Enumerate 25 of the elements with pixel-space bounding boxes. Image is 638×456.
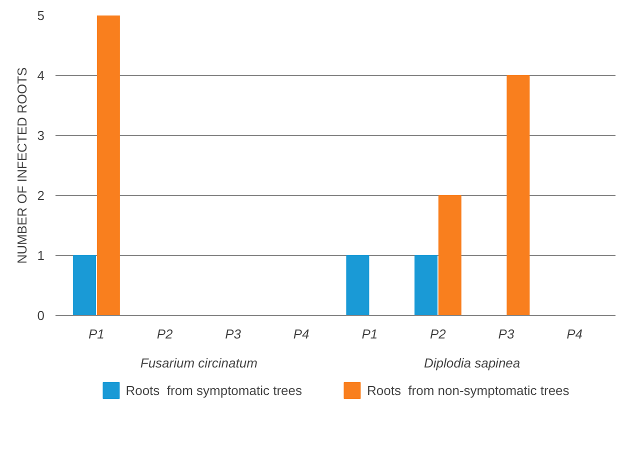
x-tick-label: P2 bbox=[156, 326, 174, 342]
legend-label: Roots from symptomatic trees bbox=[126, 382, 302, 398]
y-tick-label: 0 bbox=[37, 308, 45, 323]
x-tick-label: P4 bbox=[566, 326, 582, 342]
text: Fusarium circinatum bbox=[140, 356, 258, 370]
text: Diplodia sapinea bbox=[424, 356, 520, 370]
x-tick-label: P1 bbox=[88, 326, 104, 342]
y-tick-label: 2 bbox=[37, 188, 45, 203]
x-tick-label: P1 bbox=[362, 326, 378, 342]
bar bbox=[506, 75, 530, 316]
x-tick-label: P3 bbox=[225, 326, 242, 342]
x-tick-label: P4 bbox=[293, 326, 310, 342]
bar bbox=[73, 255, 96, 316]
bar bbox=[414, 255, 438, 316]
bar bbox=[96, 16, 120, 316]
x-tick-label: P3 bbox=[498, 326, 515, 342]
bar bbox=[438, 195, 462, 316]
bar bbox=[346, 255, 370, 316]
y-tick-label: 3 bbox=[37, 128, 45, 143]
y-tick-label: 5 bbox=[37, 8, 45, 23]
x-tick-label: P2 bbox=[430, 326, 447, 342]
y-tick-label: 4 bbox=[37, 68, 45, 83]
y-axis-title: NUMBER OF INFECTED ROOTS bbox=[14, 66, 30, 264]
legend-label: Roots from non-symptomatic trees bbox=[366, 382, 570, 398]
y-tick-label: 1 bbox=[37, 248, 45, 263]
